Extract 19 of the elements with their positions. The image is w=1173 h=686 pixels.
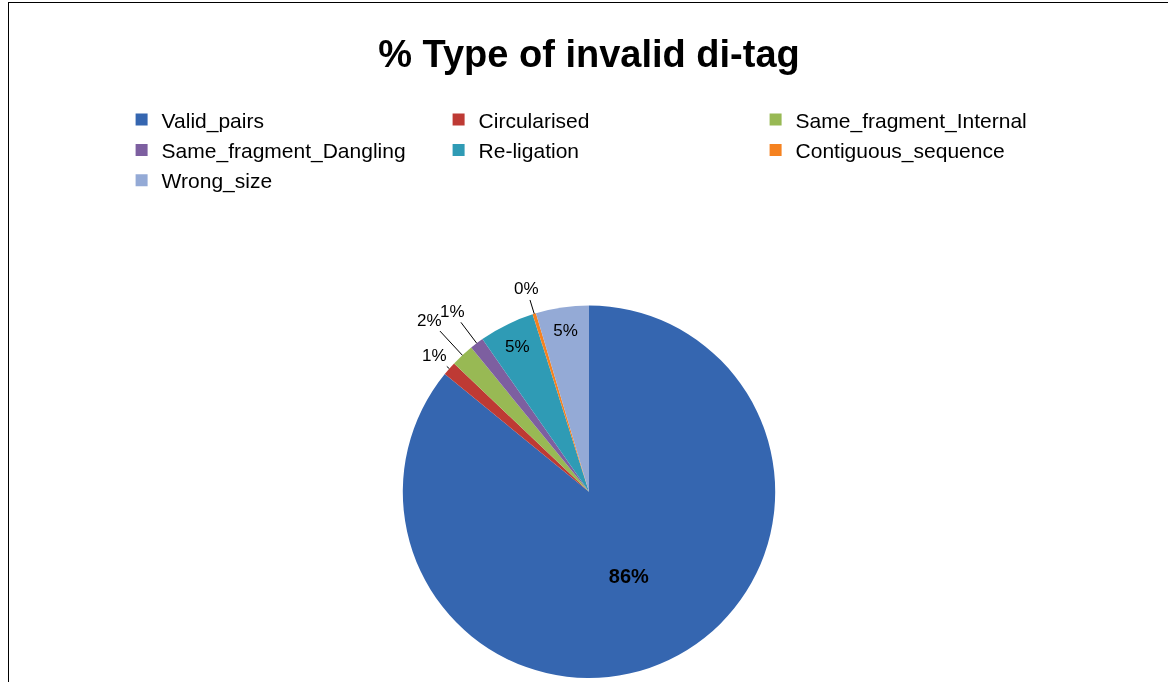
legend-label: Same_fragment_Internal xyxy=(795,108,1027,133)
legend-label: Wrong_size xyxy=(161,169,273,194)
pie-slice xyxy=(402,305,776,678)
data-label: 86% xyxy=(608,564,650,587)
legend-label: Contiguous_sequence xyxy=(795,139,1005,164)
data-label: 1% xyxy=(422,346,447,365)
data-label: 5% xyxy=(553,321,578,341)
chart-title: % Type of invalid di-tag xyxy=(378,33,800,76)
data-label: 0% xyxy=(514,279,539,298)
legend-label: Re-ligation xyxy=(478,139,579,163)
data-label: 1% xyxy=(440,302,465,321)
legend-label: Circularised xyxy=(478,108,590,132)
data-label: 5% xyxy=(505,337,530,357)
pie-slice xyxy=(444,363,589,492)
legend-label: Same_fragment_Dangling xyxy=(161,139,406,164)
legend-label: Valid_pairs xyxy=(161,108,264,133)
data-label: 2% xyxy=(417,311,442,330)
pie-slice xyxy=(482,314,589,492)
pie-slice xyxy=(471,339,589,492)
